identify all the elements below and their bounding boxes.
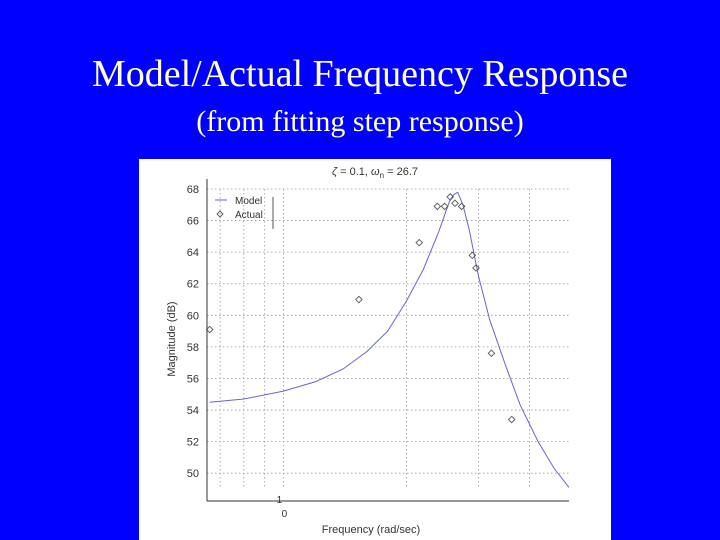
y-tick-label: 68: [187, 184, 199, 196]
slide-subtitle: (from fitting step response): [196, 105, 524, 138]
y-tick-label: 54: [187, 405, 199, 417]
chart-title: ζ = 0.1, ωn = 26.7: [332, 166, 418, 180]
actual-point: [457, 202, 466, 211]
legend-entry-actual: Actual: [235, 210, 263, 221]
y-tick-label: 50: [187, 468, 199, 480]
y-tick-label: 66: [187, 216, 199, 228]
y-axis-label: Magnitude (dB): [166, 301, 178, 376]
actual-point: [415, 238, 424, 247]
actual-point: [472, 264, 480, 272]
series-layer: [205, 191, 570, 488]
actual-point: [451, 199, 459, 208]
y-tick-label: 60: [187, 310, 199, 322]
actual-point: [446, 193, 455, 201]
actual-point: [205, 325, 214, 334]
grid-lines: [207, 188, 569, 489]
actual-point: [507, 415, 516, 424]
slide-title: Model/Actual Frequency Response: [91, 53, 629, 95]
y-tick-label: 58: [187, 342, 199, 354]
actual-point: [355, 295, 363, 304]
frequency-response-chart: Model Actual 50 52 54 56 58 60 62 64 66 68 1 0 ζ = 0.…: [166, 166, 570, 536]
x-axis-label: Frequency (rad/sec): [322, 524, 420, 536]
legend-diamond-marker: [216, 210, 224, 218]
y-tick-label: 64: [187, 247, 199, 259]
y-tick-label: 62: [187, 279, 199, 291]
axes: [206, 179, 569, 502]
y-tick-label: 52: [187, 437, 199, 449]
actual-point: [433, 202, 442, 211]
actual-point: [487, 349, 496, 358]
x-tick-label: 0: [282, 509, 288, 520]
model-series-line: [209, 191, 570, 488]
legend-entry-model: Model: [235, 196, 262, 207]
legend: Model Actual: [215, 196, 274, 229]
chart-figure: Model Actual 50 52 54 56 58 60 62 64 66 68 1 0 ζ = 0.…: [139, 159, 611, 540]
x-tick-label: 1: [277, 495, 283, 506]
actual-point: [468, 251, 477, 260]
y-tick-label: 56: [187, 373, 199, 385]
actual-point: [440, 202, 449, 211]
labels: 50 52 54 56 58 60 62 64 66 68 1 0 ζ = 0.1, ωn = 26.7…: [166, 166, 420, 536]
